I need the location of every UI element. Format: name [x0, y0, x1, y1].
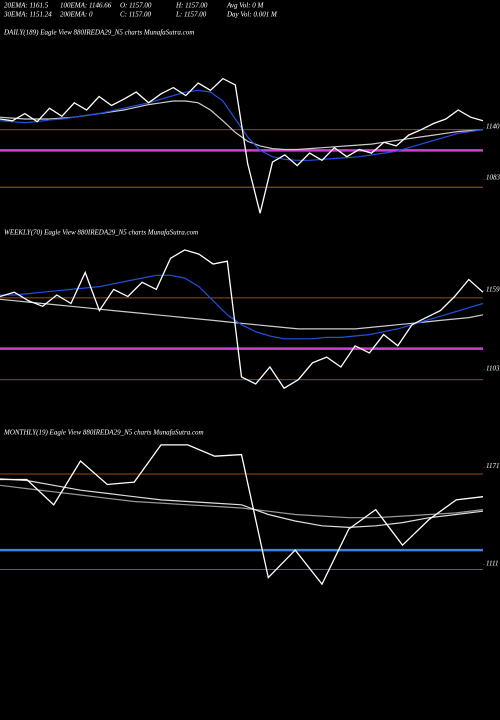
- y-tick-label: 1111: [486, 559, 498, 567]
- price-line: [0, 298, 484, 330]
- header-stat: O: 1157.00: [120, 2, 152, 10]
- y-tick-label: 1171: [486, 462, 499, 470]
- price-line: [0, 249, 484, 390]
- y-tick-label: 1140: [486, 123, 500, 131]
- price-line: [0, 274, 484, 340]
- header-stat: 100EMA: 1146.66: [60, 2, 112, 10]
- header-stat: 20EMA: 1161.5: [4, 2, 49, 10]
- y-tick-label: 1083: [486, 174, 500, 182]
- header-stat: Day Vol: 0.001 M: [226, 11, 278, 19]
- header-stat: Avg Vol: 0 M: [226, 2, 265, 10]
- y-tick-label: 1103: [486, 364, 500, 372]
- header-stat: 200EMA: 0: [60, 11, 93, 19]
- header-stat: L: 1157.00: [175, 11, 207, 19]
- price-line: [0, 478, 484, 529]
- panel-title: MONTHLY(19) Eagle View 880IREDA29_N5 cha…: [3, 429, 204, 437]
- panel-title: DAILY(189) Eagle View 880IREDA29_N5 char…: [3, 29, 194, 37]
- y-tick-label: 1159: [486, 285, 500, 293]
- price-line: [0, 484, 484, 519]
- header-stat: C: 1157.00: [120, 11, 151, 19]
- header-stat: H: 1157.00: [175, 2, 208, 10]
- panel-title: WEEKLY(70) Eagle View 880IREDA29_N5 char…: [4, 229, 198, 237]
- price-line: [0, 444, 484, 586]
- header-stat: 30EMA: 1151.24: [3, 11, 52, 19]
- price-line: [0, 77, 484, 214]
